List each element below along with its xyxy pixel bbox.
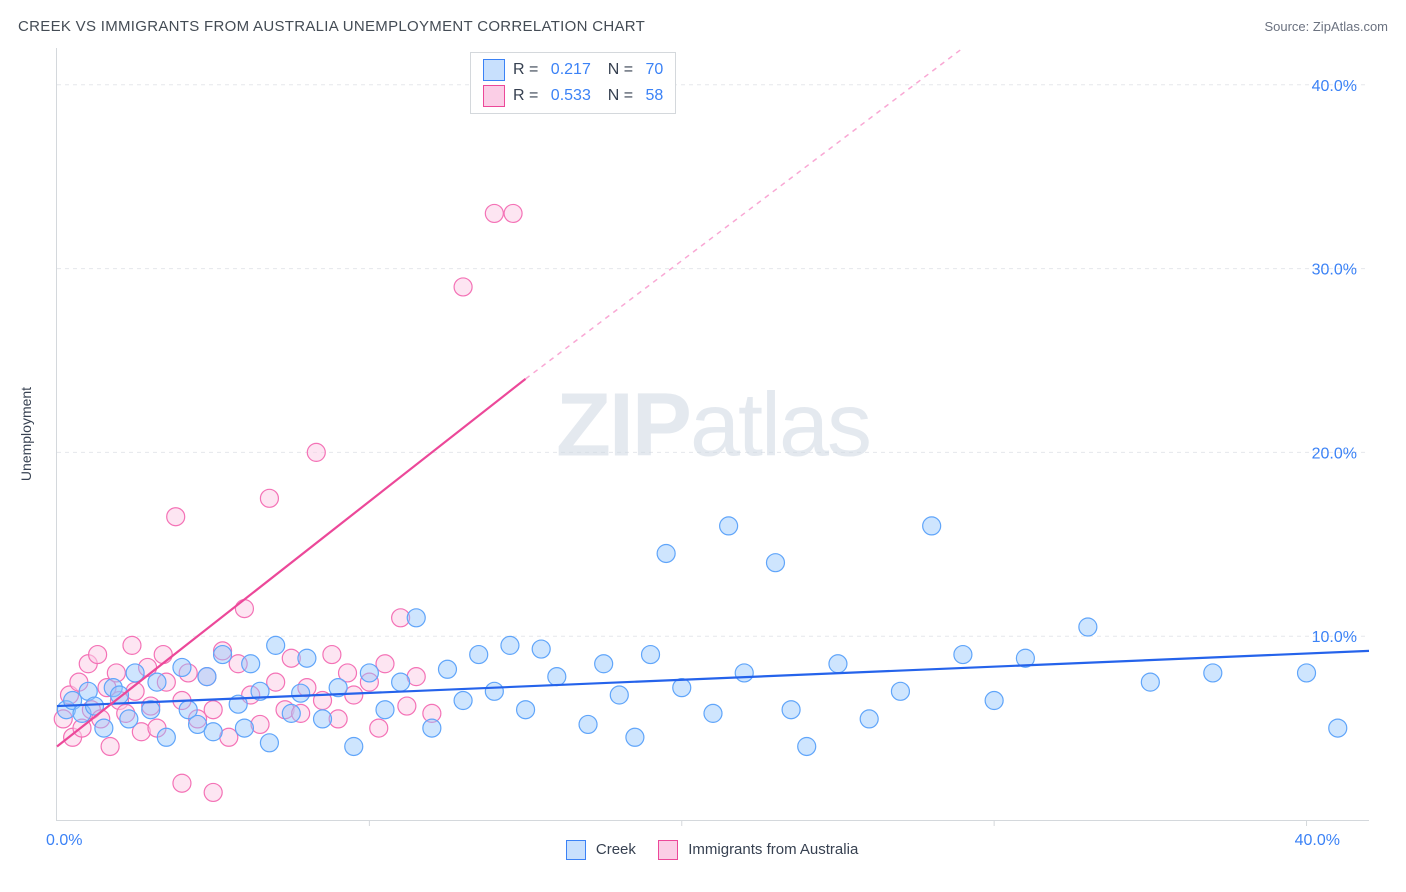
- legend-swatch-creek-icon: [566, 840, 586, 860]
- swatch-blue-icon: [483, 59, 505, 81]
- legend-correlation: R = 0.217 N = 70 R = 0.533 N = 58: [470, 52, 676, 114]
- scatter-chart: 10.0% 20.0% 30.0% 40.0%: [57, 48, 1369, 820]
- x-tick-right: 40.0%: [1295, 832, 1340, 850]
- n-label-2: N =: [599, 87, 638, 105]
- legend-series: Creek Immigrants from Australia: [0, 840, 1406, 860]
- legend-row-1: R = 0.217 N = 70: [483, 57, 663, 83]
- legend-row-2: R = 0.533 N = 58: [483, 83, 663, 109]
- plot-area: 10.0%20.0%30.0%40.0% ZIPatlas: [56, 48, 1369, 821]
- legend-swatch-australia-icon: [658, 840, 678, 860]
- svg-text:20.0%: 20.0%: [1312, 445, 1357, 462]
- r-value-2: 0.533: [551, 87, 591, 105]
- legend-label-australia: Immigrants from Australia: [688, 841, 858, 858]
- svg-text:30.0%: 30.0%: [1312, 262, 1357, 279]
- r-value-1: 0.217: [551, 61, 591, 79]
- n-value-2: 58: [646, 87, 664, 105]
- svg-text:10.0%: 10.0%: [1312, 629, 1357, 646]
- chart-title: CREEK VS IMMIGRANTS FROM AUSTRALIA UNEMP…: [18, 18, 645, 35]
- source-label: Source: ZipAtlas.com: [1264, 19, 1388, 34]
- y-axis-title: Unemployment: [18, 387, 34, 481]
- x-tick-left: 0.0%: [46, 832, 82, 850]
- swatch-pink-icon: [483, 85, 505, 107]
- legend-label-creek: Creek: [596, 841, 636, 858]
- chart-header: CREEK VS IMMIGRANTS FROM AUSTRALIA UNEMP…: [18, 18, 1388, 35]
- n-value-1: 70: [646, 61, 664, 79]
- n-label: N =: [599, 61, 638, 79]
- r-label-2: R =: [513, 87, 543, 105]
- r-label: R =: [513, 61, 543, 79]
- svg-text:40.0%: 40.0%: [1312, 78, 1357, 95]
